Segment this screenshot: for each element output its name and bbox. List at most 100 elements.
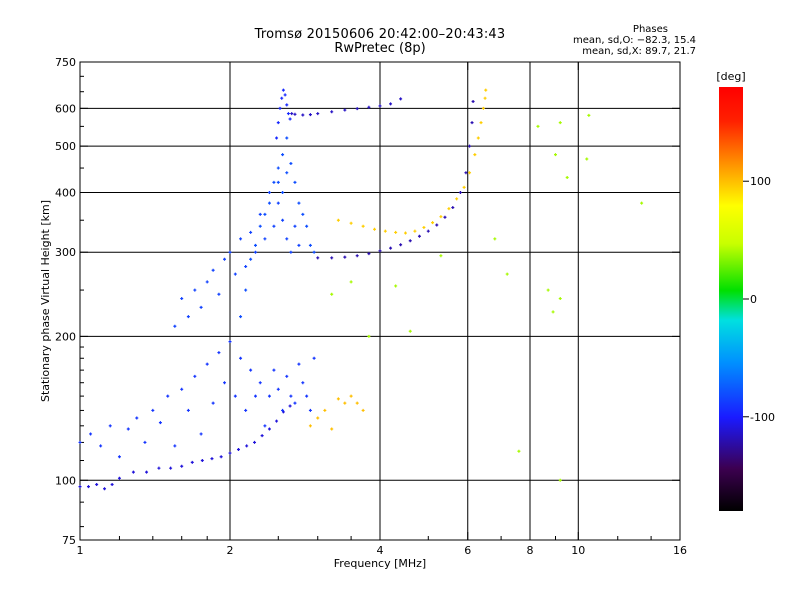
data-point: [253, 250, 257, 254]
data-point: [169, 466, 173, 470]
data-point: [565, 175, 569, 179]
data-point: [285, 103, 289, 107]
data-point: [330, 292, 334, 296]
x-tick-label: 4: [377, 544, 384, 557]
data-point: [473, 153, 477, 157]
data-point: [471, 100, 475, 104]
data-point: [281, 408, 285, 412]
data-point: [367, 252, 371, 256]
chart-title: Tromsø 20150606 20:42:00–20:43:43: [254, 27, 506, 42]
series-e-region-high-phase: [308, 394, 365, 431]
data-point: [131, 470, 135, 474]
data-point: [546, 288, 550, 292]
x-tick-label: 16: [673, 544, 687, 557]
data-point: [462, 185, 466, 189]
data-point: [551, 310, 555, 314]
x-tick-label: 10: [571, 544, 585, 557]
data-point: [285, 374, 289, 378]
data-point: [199, 305, 203, 309]
data-point: [308, 243, 312, 247]
data-point: [330, 427, 334, 431]
data-point: [117, 476, 121, 480]
data-point: [267, 427, 271, 431]
data-point: [267, 190, 271, 194]
data-point: [281, 218, 285, 222]
data-point: [389, 102, 393, 106]
colorbar-tick-label: 0: [750, 293, 757, 306]
data-point: [367, 105, 371, 109]
data-point: [505, 272, 509, 276]
data-point: [258, 212, 262, 216]
data-point: [361, 224, 365, 228]
series-e-region-spread: [78, 340, 316, 459]
data-point: [308, 424, 312, 428]
data-point: [378, 249, 382, 253]
data-point: [293, 180, 297, 184]
data-point: [228, 451, 232, 455]
x-tick-label: 8: [527, 544, 534, 557]
data-point: [276, 201, 280, 205]
data-point: [135, 416, 139, 420]
data-point: [276, 180, 280, 184]
data-point: [312, 250, 316, 254]
data-point: [193, 288, 197, 292]
data-point: [86, 485, 90, 489]
data-point: [186, 315, 190, 319]
data-point: [99, 444, 103, 448]
data-point: [289, 161, 293, 165]
data-point: [239, 315, 243, 319]
data-point: [470, 121, 474, 125]
data-point: [413, 229, 417, 233]
series-lower-f-spread: [173, 190, 301, 328]
data-point: [289, 394, 293, 398]
data-point: [361, 408, 365, 412]
data-point: [305, 224, 309, 228]
data-point: [408, 239, 412, 243]
axis-ticks: 1 2 4 6 8 10 16 75 100 200 300 400 500 600 750: [55, 56, 687, 557]
data-point: [272, 224, 276, 228]
data-point: [443, 215, 447, 219]
data-point: [336, 397, 340, 401]
data-point: [186, 408, 190, 412]
data-point: [455, 197, 459, 201]
phases-stats-o: mean, sd,O: −82.3, 15.4: [573, 35, 696, 46]
data-point: [435, 223, 439, 227]
data-point: [536, 124, 540, 128]
data-point: [484, 88, 488, 92]
data-point: [451, 206, 455, 210]
data-point: [336, 218, 340, 222]
data-point: [285, 136, 289, 140]
data-point: [355, 254, 359, 258]
data-point: [378, 104, 382, 108]
data-point: [343, 401, 347, 405]
data-point: [305, 394, 309, 398]
data-point: [223, 381, 227, 385]
data-point: [157, 466, 161, 470]
data-point: [253, 394, 257, 398]
data-point: [290, 112, 294, 116]
data-point: [286, 112, 290, 116]
data-point: [126, 427, 130, 431]
data-point: [640, 201, 644, 205]
data-point: [280, 96, 284, 100]
series-f-top-spike: [275, 88, 292, 140]
data-point: [275, 136, 279, 140]
data-point: [417, 234, 421, 238]
data-point: [95, 482, 99, 486]
data-point: [558, 121, 562, 125]
x-tick-label: 2: [227, 544, 234, 557]
data-points: [78, 88, 644, 491]
data-point: [349, 280, 353, 284]
y-tick-label: 750: [55, 56, 76, 69]
data-point: [426, 229, 430, 233]
data-point: [281, 153, 285, 157]
series-e-region-trace: [78, 404, 292, 491]
series-f-spread-column: [239, 136, 316, 319]
data-point: [367, 334, 371, 338]
data-point: [394, 230, 398, 234]
data-point: [422, 225, 426, 229]
data-point: [210, 457, 214, 461]
data-point: [108, 424, 112, 428]
data-point: [312, 356, 316, 360]
